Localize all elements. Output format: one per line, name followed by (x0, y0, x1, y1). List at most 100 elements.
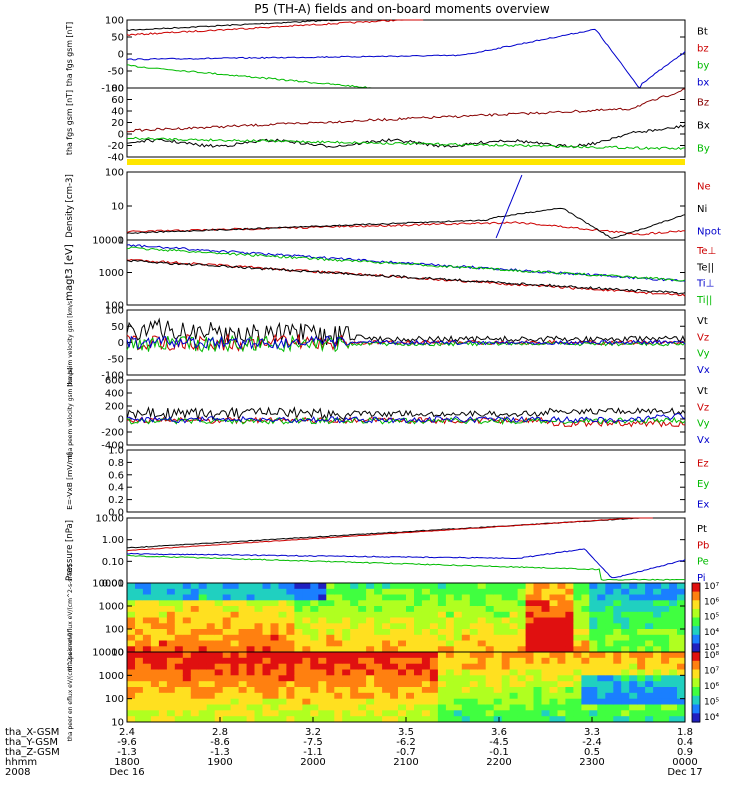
spectrogram-cell (653, 716, 662, 723)
spectrogram-cell (310, 583, 319, 590)
spectrogram-cell (645, 588, 654, 596)
spectrogram-cell (453, 611, 463, 619)
spectrogram-cell (310, 710, 319, 717)
spectrogram-cell (342, 646, 351, 653)
spectrogram-cell (358, 629, 367, 636)
spectrogram-cell (477, 657, 487, 665)
spectrogram-cell (350, 657, 359, 665)
x-row-value: 0.5 (584, 747, 600, 758)
spectrogram-cell (135, 588, 144, 596)
spectrogram-cell (190, 583, 200, 590)
spectrogram-cell (677, 716, 686, 723)
spectrogram-cell (509, 687, 519, 694)
spectrogram-cell (374, 663, 383, 670)
spectrogram-cell (206, 600, 216, 607)
spectrogram-cell (135, 594, 144, 601)
spectrogram-cell (302, 606, 311, 613)
spectrogram-cell (222, 646, 232, 653)
spectrogram-cell (310, 611, 319, 619)
spectrogram-cell (174, 698, 184, 705)
spectrogram-cell (453, 606, 463, 613)
spectrogram-cell (421, 594, 431, 601)
spectrogram-cell (398, 675, 407, 682)
spectrogram-cell (206, 710, 216, 717)
spectrogram-cell (142, 657, 152, 665)
spectrogram-cell (645, 657, 654, 665)
spectrogram-cell (533, 583, 542, 590)
y-tick-label: 0.0 (108, 508, 124, 519)
spectrogram-cell (477, 640, 487, 647)
spectrogram-cell (182, 629, 192, 636)
spectrogram-cell (342, 663, 351, 670)
spectrogram-cell (637, 704, 646, 711)
spectrogram-cell (374, 710, 383, 717)
spectrogram-cell (581, 675, 590, 682)
spectrogram-cell (549, 623, 558, 630)
spectrogram-cell (429, 606, 439, 613)
spectrogram-cell (429, 600, 439, 607)
spectrogram-cell (414, 663, 423, 670)
spectrogram-cell (214, 669, 224, 676)
y-axis-label: Pressure [nPa] (65, 520, 75, 581)
colorbar-tick-label: 10³ (704, 643, 719, 653)
spectrogram-cell (206, 583, 216, 590)
spectrogram-cell (214, 687, 224, 694)
spectrogram-cell (334, 652, 343, 659)
spectrogram-cell (605, 675, 614, 682)
spectrogram-cell (374, 652, 383, 659)
spectrogram-cell (254, 583, 263, 590)
spectrogram-cell (597, 594, 606, 601)
spectrogram-cell (190, 681, 200, 688)
spectrogram-cell (262, 657, 271, 665)
legend-entry: bz (697, 44, 709, 55)
spectrogram-cell (142, 669, 152, 676)
spectrogram-cell (382, 687, 391, 694)
trace-bx (126, 124, 686, 148)
spectrogram-cell (421, 675, 431, 682)
x-row-value: 2000 (300, 757, 325, 768)
legend-entry: Vz (697, 332, 709, 343)
spectrogram-cell (445, 629, 455, 636)
trace-by (126, 64, 387, 89)
spectrogram-cell (286, 657, 295, 665)
spectrogram-cell (286, 687, 295, 694)
spectrogram-cell (406, 652, 415, 659)
spectrogram-cell (477, 716, 487, 723)
spectrogram-cell (127, 640, 136, 647)
spectrogram-cell (358, 663, 367, 670)
y-tick-label: 0 (118, 50, 124, 61)
spectrogram-cell (613, 704, 622, 711)
spectrogram-cell (525, 588, 535, 596)
spectrogram-cell (581, 704, 590, 711)
y-tick-label: 10 (111, 648, 124, 659)
spectrogram-cell (549, 687, 558, 694)
spectrogram-cell (278, 623, 287, 630)
spectrogram-cell (669, 698, 678, 705)
spectrogram-cell (557, 634, 566, 642)
spectrogram-cell (637, 716, 646, 723)
spectrogram-cell (597, 698, 606, 705)
y-tick-label: 1000 (99, 602, 124, 613)
spectrogram-cell (286, 716, 295, 723)
spectrogram-cell (661, 611, 670, 619)
y-tick-label: 10000 (92, 579, 124, 590)
spectrogram-cell (501, 623, 511, 630)
y-tick-label: -100 (101, 84, 124, 95)
spectrogram-cell (198, 623, 208, 630)
spectrogram-cell (629, 710, 638, 717)
trace-bt (126, 19, 364, 32)
spectrogram-cell (127, 634, 136, 642)
spectrogram-cell (382, 669, 391, 676)
spectrogram-cell (278, 687, 287, 694)
spectrogram-cell (469, 606, 479, 613)
spectrogram-cell (350, 675, 359, 682)
spectrogram-cell (406, 704, 415, 711)
spectrogram-cell (669, 594, 678, 601)
spectrogram-cell (135, 652, 144, 659)
spectrogram-cell (541, 681, 550, 688)
spectrogram-cell (509, 611, 519, 619)
spectrogram-cell (238, 606, 248, 613)
spectrogram-cell (557, 710, 566, 717)
x-row-value: 2100 (393, 757, 418, 768)
